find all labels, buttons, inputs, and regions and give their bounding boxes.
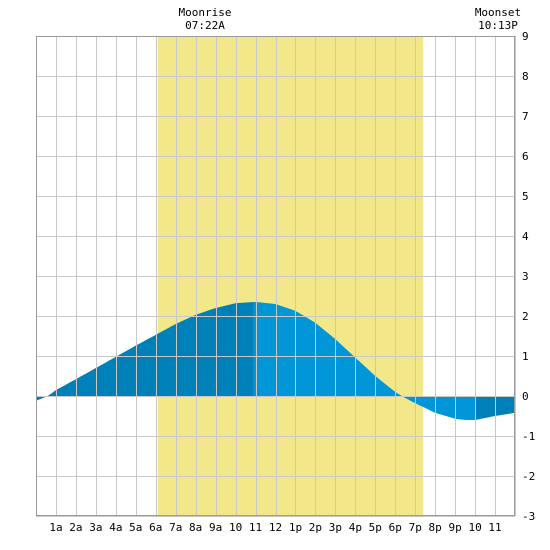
x-tick-label: 8p: [429, 521, 442, 534]
y-tick-label: 0: [522, 390, 529, 403]
x-tick-label: 6a: [149, 521, 162, 534]
x-tick-label: 1a: [49, 521, 62, 534]
x-tick-label: 10: [468, 521, 481, 534]
moonrise-time: 07:22A: [185, 19, 225, 32]
moonset-label: Moonset: [475, 6, 521, 19]
x-tick-label: 12: [269, 521, 282, 534]
y-tick-label: 5: [522, 190, 529, 203]
y-tick-label: -3: [522, 510, 535, 523]
y-tick-label: 7: [522, 110, 529, 123]
x-tick-label: 4p: [349, 521, 362, 534]
y-tick-label: 1: [522, 350, 529, 363]
x-tick-label: 9a: [209, 521, 222, 534]
x-tick-label: 5p: [369, 521, 382, 534]
x-tick-label: 8a: [189, 521, 202, 534]
x-tick-label: 3p: [329, 521, 342, 534]
x-tick-label: 4a: [109, 521, 122, 534]
x-tick-label: 10: [229, 521, 242, 534]
x-tick-labels: 1a 2a 3a 4a 5a 6a 7a 8a 9a 10 11 12 1p 2p 3p 4p 5p 6p 7p 8p…: [49, 521, 501, 534]
moonrise-label: Moonrise: [179, 6, 232, 19]
y-tick-label: 9: [522, 30, 529, 43]
moon-annotations: Moonrise 07:22A Moonset 10:13P: [179, 6, 522, 32]
x-tick-label: 6p: [389, 521, 402, 534]
y-tick-label: 4: [522, 230, 529, 243]
x-tick-label: 3a: [89, 521, 102, 534]
x-tick-label: 11: [249, 521, 262, 534]
x-tick-label: 9p: [449, 521, 462, 534]
y-tick-label: 6: [522, 150, 529, 163]
y-tick-label: 2: [522, 310, 529, 323]
plot-frame: [36, 36, 515, 516]
x-tick-label: 1p: [289, 521, 302, 534]
y-tick-labels: -3 -2 -1 0 1 2 3 4 5 6 7 8 9: [522, 30, 535, 523]
tide-area-segment-0: [36, 302, 254, 401]
x-tick-label: 7a: [169, 521, 182, 534]
y-tick-label: -2: [522, 470, 535, 483]
x-tick-label: 11: [488, 521, 501, 534]
y-tick-label: 3: [522, 270, 529, 283]
x-tick-label: 2a: [69, 521, 82, 534]
y-tick-label: 8: [522, 70, 529, 83]
moonset-time: 10:13P: [478, 19, 518, 32]
y-tick-label: -1: [522, 430, 535, 443]
tide-area-segment-1: [253, 302, 476, 420]
x-tick-label: 2p: [309, 521, 322, 534]
x-tick-label: 7p: [409, 521, 422, 534]
x-tick-label: 5a: [129, 521, 142, 534]
grid-layer: [36, 36, 516, 517]
